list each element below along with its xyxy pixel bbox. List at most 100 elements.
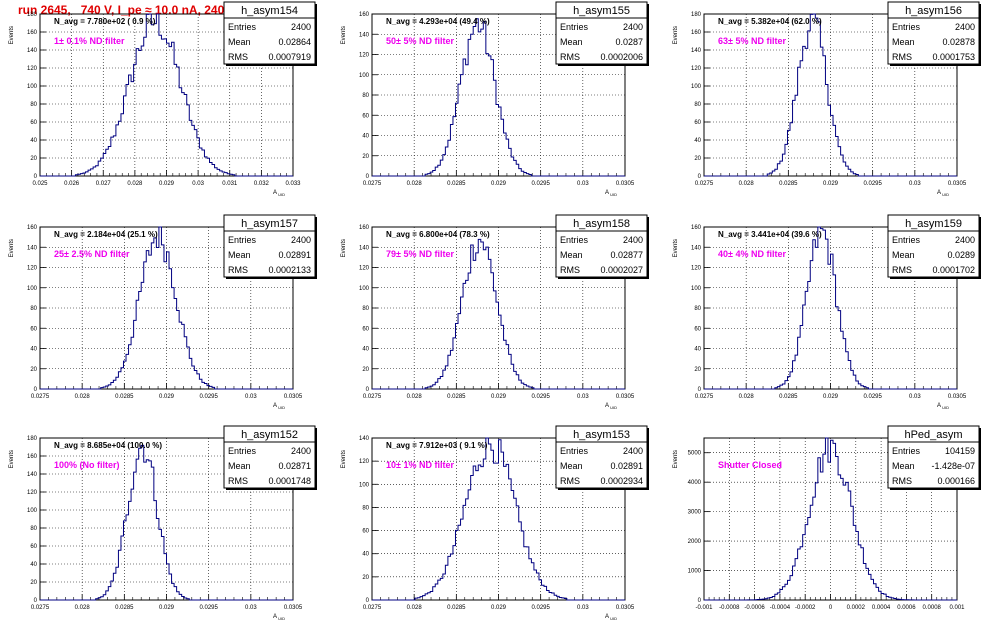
x-tick-label: 0.029	[491, 394, 507, 400]
stats-box-frame	[887, 425, 980, 489]
y-tick-label: 140	[359, 245, 370, 251]
stats-key: RMS	[892, 52, 912, 62]
stats-value: 0.02871	[278, 461, 311, 471]
x-tick-label: 0	[829, 605, 833, 611]
y-tick-label: 120	[691, 266, 702, 272]
y-tick-label: 60	[362, 113, 369, 119]
y-tick-label: 180	[27, 436, 38, 442]
y-tick-label: 0	[698, 598, 702, 604]
histogram-line	[40, 226, 293, 390]
y-tick-label: 160	[27, 454, 38, 460]
stats-key: RMS	[892, 476, 912, 486]
y-axis-label: Events	[673, 26, 679, 44]
y-tick-label: 0	[366, 598, 370, 604]
stats-box-frame	[887, 214, 980, 278]
stats-key: Mean	[892, 37, 915, 47]
stats-box: hPed_asym Entries 104159 Mean -1.428e-07 RMS 0…	[887, 425, 981, 490]
y-tick-label: 2000	[688, 539, 702, 545]
x-tick-label: -0.001	[695, 605, 713, 611]
stats-value: 2400	[623, 22, 643, 32]
stats-key: RMS	[228, 476, 248, 486]
x-axis-label: A UID	[273, 403, 285, 410]
stats-value: 0.02891	[278, 250, 311, 260]
x-tick-label: 0.0295	[863, 181, 882, 187]
y-tick-label: 40	[694, 347, 701, 353]
x-tick-label: 0.025	[32, 181, 48, 187]
stats-key: Entries	[560, 22, 589, 32]
histogram-pad-h_asym159: 0.0275 0.028 0.0285 0.029 0.0295 0.03 0.0305 0 2…	[673, 214, 981, 410]
histogram-pad-h_asym157: 0.0275 0.028 0.0285 0.029 0.0295 0.03 0.0305 0 2…	[9, 214, 317, 410]
stats-key: Entries	[560, 446, 589, 456]
y-tick-label: 100	[359, 286, 370, 292]
stats-histogram-name: h_asym156	[905, 5, 962, 17]
x-tick-label: 0.0295	[863, 394, 882, 400]
y-tick-label: 0	[698, 174, 702, 180]
stats-value: 104159	[945, 446, 975, 456]
n-avg-label: N_avg = 8.685e+04 (100.0 %)	[54, 441, 162, 450]
x-tick-label: 0.029	[823, 181, 839, 187]
stats-key: Mean	[228, 37, 251, 47]
x-tick-label: 0.0295	[531, 181, 550, 187]
y-tick-label: 80	[362, 93, 369, 99]
x-tick-label: 0.03	[245, 605, 257, 611]
x-tick-label: 0.0285	[115, 394, 134, 400]
y-tick-label: 60	[694, 120, 701, 126]
y-tick-label: 100	[27, 508, 38, 514]
y-tick-label: 60	[362, 326, 369, 332]
stats-histogram-name: h_asym155	[573, 5, 630, 17]
stats-value: 0.0001702	[932, 265, 975, 275]
x-tick-label: 0.0006	[897, 605, 916, 611]
x-tick-label: 0.03	[577, 394, 589, 400]
y-tick-label: 0	[34, 598, 38, 604]
y-tick-label: 1000	[688, 569, 702, 575]
y-tick-label: 60	[30, 544, 37, 550]
histogram-line	[704, 226, 957, 390]
filter-annotation: 10± 1% ND filter	[386, 460, 454, 470]
y-tick-label: 60	[362, 529, 369, 535]
x-tick-label: -0.0002	[795, 605, 816, 611]
stats-key: Mean	[228, 250, 251, 260]
histogram-pad-h_asym156: 0.0275 0.028 0.0285 0.029 0.0295 0.03 0.0305 0 2…	[673, 1, 981, 197]
x-tick-label: 0.0285	[779, 394, 798, 400]
stats-value: 0.0001753	[932, 52, 975, 62]
filter-annotation: 1± 0.1% ND filter	[54, 36, 125, 46]
x-tick-label: 0.0275	[363, 181, 382, 187]
x-tick-label: 0.03	[909, 181, 921, 187]
y-tick-label: 120	[359, 459, 370, 465]
x-axis-label-subscript: UID	[609, 192, 617, 197]
x-tick-label: 0.0285	[447, 605, 466, 611]
filter-annotation: Shutter Closed	[718, 460, 782, 470]
y-tick-label: 140	[691, 245, 702, 251]
x-axis-label-subscript: UID	[941, 192, 949, 197]
y-tick-label: 140	[27, 472, 38, 478]
y-tick-label: 20	[362, 367, 369, 373]
histogram-line	[704, 437, 957, 601]
stats-value: 0.02877	[610, 250, 643, 260]
n-avg-label: N_avg = 7.912e+03 ( 9.1 %)	[386, 441, 488, 450]
x-tick-label: 0.028	[407, 605, 423, 611]
stats-box-frame	[555, 214, 648, 278]
y-tick-label: 60	[694, 326, 701, 332]
stats-key: Entries	[892, 22, 921, 32]
y-tick-label: 160	[691, 30, 702, 36]
histogram-pad-h_asym153: 0.0275 0.028 0.0285 0.029 0.0295 0.03 0.0305 0 2…	[341, 425, 649, 621]
y-tick-label: 140	[691, 48, 702, 54]
x-axis-label-subscript: UID	[277, 616, 285, 621]
stats-key: RMS	[560, 265, 580, 275]
x-tick-label: -0.0006	[744, 605, 765, 611]
stats-key: Entries	[892, 446, 921, 456]
stats-key: Entries	[892, 235, 921, 245]
stats-value: 2400	[291, 446, 311, 456]
stats-box: h_asym157 Entries 2400 Mean 0.02891 RMS 0.0002…	[223, 214, 317, 279]
x-tick-label: 0.0275	[695, 394, 714, 400]
histogram-line	[372, 238, 625, 390]
histogram-pad-h_asym152: 0.0275 0.028 0.0285 0.029 0.0295 0.03 0.0305 0 2…	[9, 425, 317, 621]
stats-key: Mean	[560, 37, 583, 47]
stats-key: RMS	[560, 476, 580, 486]
y-tick-label: 40	[30, 138, 37, 144]
stats-value: 2400	[291, 235, 311, 245]
histogram-pad-h_asym155: 0.0275 0.028 0.0285 0.029 0.0295 0.03 0.0305 0 2…	[341, 1, 649, 197]
x-tick-label: 0.0305	[948, 181, 967, 187]
x-tick-label: 0.0002	[847, 605, 866, 611]
stats-value: 0.0007919	[268, 52, 311, 62]
